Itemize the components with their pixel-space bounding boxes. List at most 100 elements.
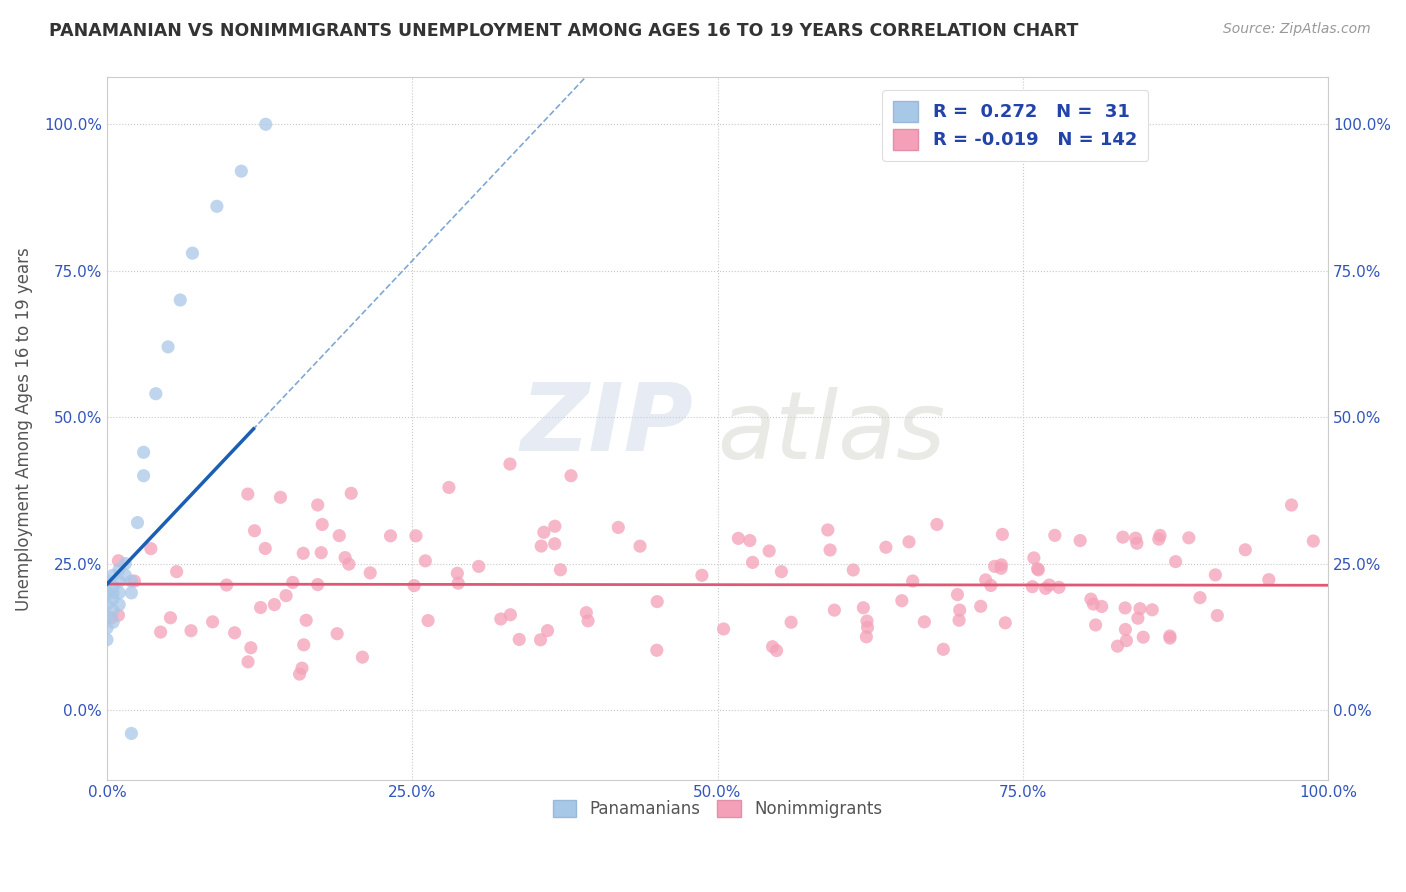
Point [307,577,329,591]
Point [508,632,530,647]
Point [576,614,599,628]
Point [949,603,972,617]
Point [607,520,630,534]
Point [823,603,845,617]
Point [120,726,142,740]
Point [108,598,131,612]
Point [120,574,142,589]
Point [530,539,553,553]
Point [499,457,522,471]
Point [761,640,783,654]
Point [254,117,277,131]
Point [291,661,314,675]
Point [1035,582,1057,596]
Point [467,559,489,574]
Point [1112,530,1135,544]
Point [994,615,1017,630]
Point [159,611,181,625]
Point [1132,630,1154,644]
Point [901,574,924,588]
Point [818,543,841,558]
Point [311,517,333,532]
Point [149,625,172,640]
Point [912,615,935,629]
Point [817,523,839,537]
Point [243,524,266,538]
Point [201,615,224,629]
Point [925,517,948,532]
Point [120,586,142,600]
Point [645,594,668,608]
Point [340,486,363,500]
Point [254,541,277,556]
Text: PANAMANIAN VS NONIMMIGRANTS UNEMPLOYMENT AMONG AGES 16 TO 19 YEARS CORRELATION C: PANAMANIAN VS NONIMMIGRANTS UNEMPLOYMENT… [49,22,1078,40]
Point [758,544,780,558]
Point [292,638,315,652]
Point [1149,528,1171,542]
Point [295,613,318,627]
Point [499,607,522,622]
Point [101,615,124,629]
Point [948,613,970,627]
Point [536,624,558,638]
Y-axis label: Unemployment Among Ages 16 to 19 years: Unemployment Among Ages 16 to 19 years [15,247,32,611]
Point [239,640,262,655]
Point [856,614,879,628]
Point [890,593,912,607]
Point [337,557,360,571]
Point [274,589,297,603]
Point [852,600,875,615]
Text: ZIP: ZIP [520,379,693,471]
Point [292,546,315,560]
Point [983,559,1005,574]
Point [437,480,460,494]
Point [1188,591,1211,605]
Point [231,164,253,178]
Point [309,546,332,560]
Point [307,498,329,512]
Point [101,568,124,582]
Point [969,599,991,614]
Point [96,598,118,612]
Point [352,650,374,665]
Point [544,537,567,551]
Point [842,563,865,577]
Point [1178,531,1201,545]
Point [269,491,291,505]
Point [96,632,118,647]
Point [1084,618,1107,632]
Point [529,632,551,647]
Point [1026,562,1049,576]
Point [263,598,285,612]
Point [1126,611,1149,625]
Point [1234,542,1257,557]
Point [328,529,350,543]
Point [107,554,129,568]
Point [1140,603,1163,617]
Point [974,573,997,587]
Point [1164,555,1187,569]
Point [114,557,136,571]
Point [100,611,122,625]
Point [1126,536,1149,550]
Point [990,558,1012,572]
Point [281,575,304,590]
Point [1281,498,1303,512]
Point [533,525,555,540]
Point [1204,567,1226,582]
Point [560,468,582,483]
Point [205,199,228,213]
Point [169,293,191,307]
Point [404,579,426,593]
Point [727,532,749,546]
Point [1022,550,1045,565]
Point [180,624,202,638]
Point [108,574,131,589]
Point [1047,580,1070,594]
Point [215,578,238,592]
Point [236,487,259,501]
Point [1038,578,1060,592]
Point [181,246,204,260]
Point [741,556,763,570]
Point [1021,580,1043,594]
